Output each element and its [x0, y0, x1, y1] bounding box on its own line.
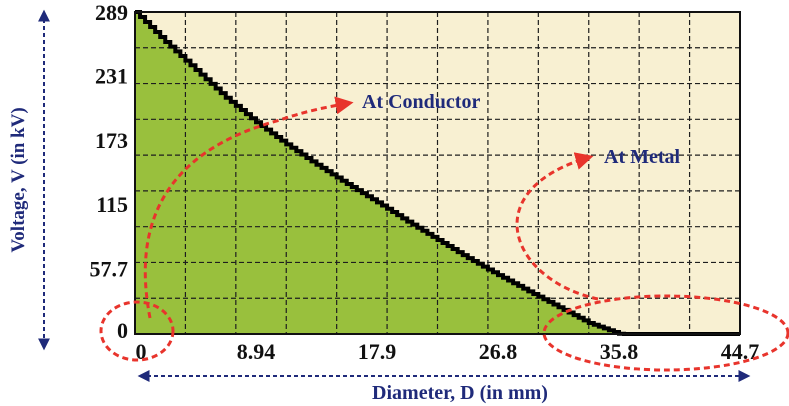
- plot-border: [134, 11, 741, 335]
- metal-arrow: [515, 152, 599, 301]
- plot-area: [134, 10, 741, 336]
- y-axis-label: Voltage, V (in kV): [8, 107, 29, 252]
- metal-ellipse: [542, 294, 789, 372]
- x-tick-label: 26.8: [479, 339, 518, 364]
- conductor-ellipse: [99, 300, 175, 362]
- x-tick-label: 35.8: [600, 339, 639, 364]
- y-tick-label: 115: [96, 192, 128, 217]
- conductor-arrow: [143, 96, 354, 319]
- voltage-curve: [135, 10, 740, 336]
- y-tick-label: 289: [95, 0, 128, 25]
- x-tick-label: 17.9: [358, 339, 397, 364]
- metal-label: At Metal: [604, 146, 681, 168]
- annotation-conductor: At Conductor: [99, 91, 480, 362]
- y-axis-ticks: 0 57.7 115 173 231 289: [90, 0, 129, 343]
- x-axis-label: Diameter, D (in mm): [372, 382, 548, 404]
- y-tick-label: 57.7: [90, 257, 129, 282]
- conductor-label: At Conductor: [362, 91, 480, 113]
- annotation-metal: At Metal: [515, 146, 789, 372]
- y-tick-label: 0: [117, 318, 128, 343]
- y-tick-label: 231: [95, 63, 128, 88]
- x-tick-label: 0: [136, 339, 147, 364]
- x-tick-label: 44.7: [721, 339, 760, 364]
- x-tick-label: 8.94: [237, 339, 276, 364]
- x-axis-ticks: 0 8.94 17.9 26.8 35.8 44.7: [136, 339, 760, 364]
- y-tick-label: 173: [95, 128, 128, 153]
